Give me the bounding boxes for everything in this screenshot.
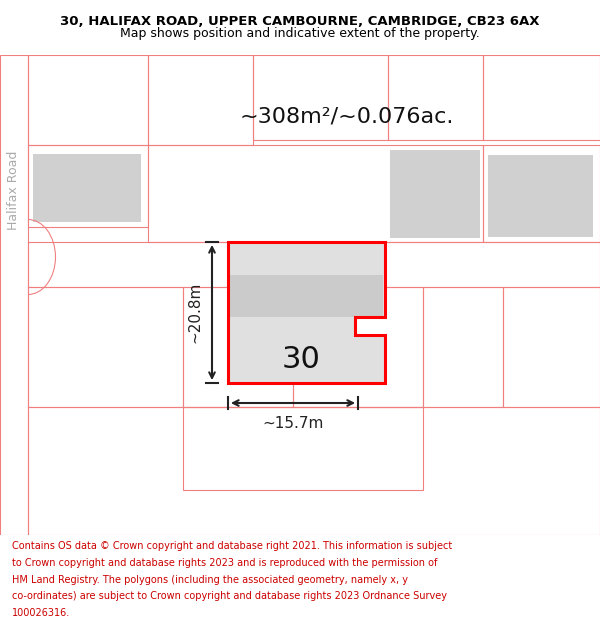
Text: co-ordinates) are subject to Crown copyright and database rights 2023 Ordnance S: co-ordinates) are subject to Crown copyr…	[12, 591, 447, 601]
Bar	[28, 55, 148, 145]
Bar	[483, 55, 600, 140]
Text: ~308m²/~0.076ac.: ~308m²/~0.076ac.	[240, 107, 454, 127]
Bar	[148, 55, 253, 145]
Bar	[488, 155, 593, 237]
Text: HM Land Registry. The polygons (including the associated geometry, namely x, y: HM Land Registry. The polygons (includin…	[12, 574, 408, 584]
Bar	[28, 287, 183, 407]
Bar	[28, 407, 600, 535]
Bar	[390, 150, 480, 238]
Text: ~15.7m: ~15.7m	[262, 416, 323, 431]
Bar	[483, 145, 600, 242]
Bar	[183, 287, 293, 407]
Bar	[28, 242, 600, 287]
Bar	[0, 55, 28, 535]
Text: 100026316.: 100026316.	[12, 608, 70, 618]
Bar	[253, 55, 388, 140]
Bar	[183, 407, 423, 490]
Bar	[388, 55, 483, 140]
Bar	[293, 287, 423, 407]
Bar	[230, 275, 383, 317]
Bar	[148, 145, 483, 242]
Text: 30: 30	[282, 344, 321, 374]
Bar	[28, 145, 148, 227]
Text: Contains OS data © Crown copyright and database right 2021. This information is : Contains OS data © Crown copyright and d…	[12, 541, 452, 551]
Text: Map shows position and indicative extent of the property.: Map shows position and indicative extent…	[120, 27, 480, 39]
Text: ~20.8m: ~20.8m	[187, 282, 202, 343]
Bar	[33, 154, 141, 222]
Text: Halifax Road: Halifax Road	[7, 150, 20, 229]
Bar	[503, 287, 600, 407]
Text: 30, HALIFAX ROAD, UPPER CAMBOURNE, CAMBRIDGE, CB23 6AX: 30, HALIFAX ROAD, UPPER CAMBOURNE, CAMBR…	[60, 16, 540, 28]
Bar	[423, 287, 503, 407]
Polygon shape	[228, 242, 385, 383]
Text: to Crown copyright and database rights 2023 and is reproduced with the permissio: to Crown copyright and database rights 2…	[12, 558, 437, 568]
